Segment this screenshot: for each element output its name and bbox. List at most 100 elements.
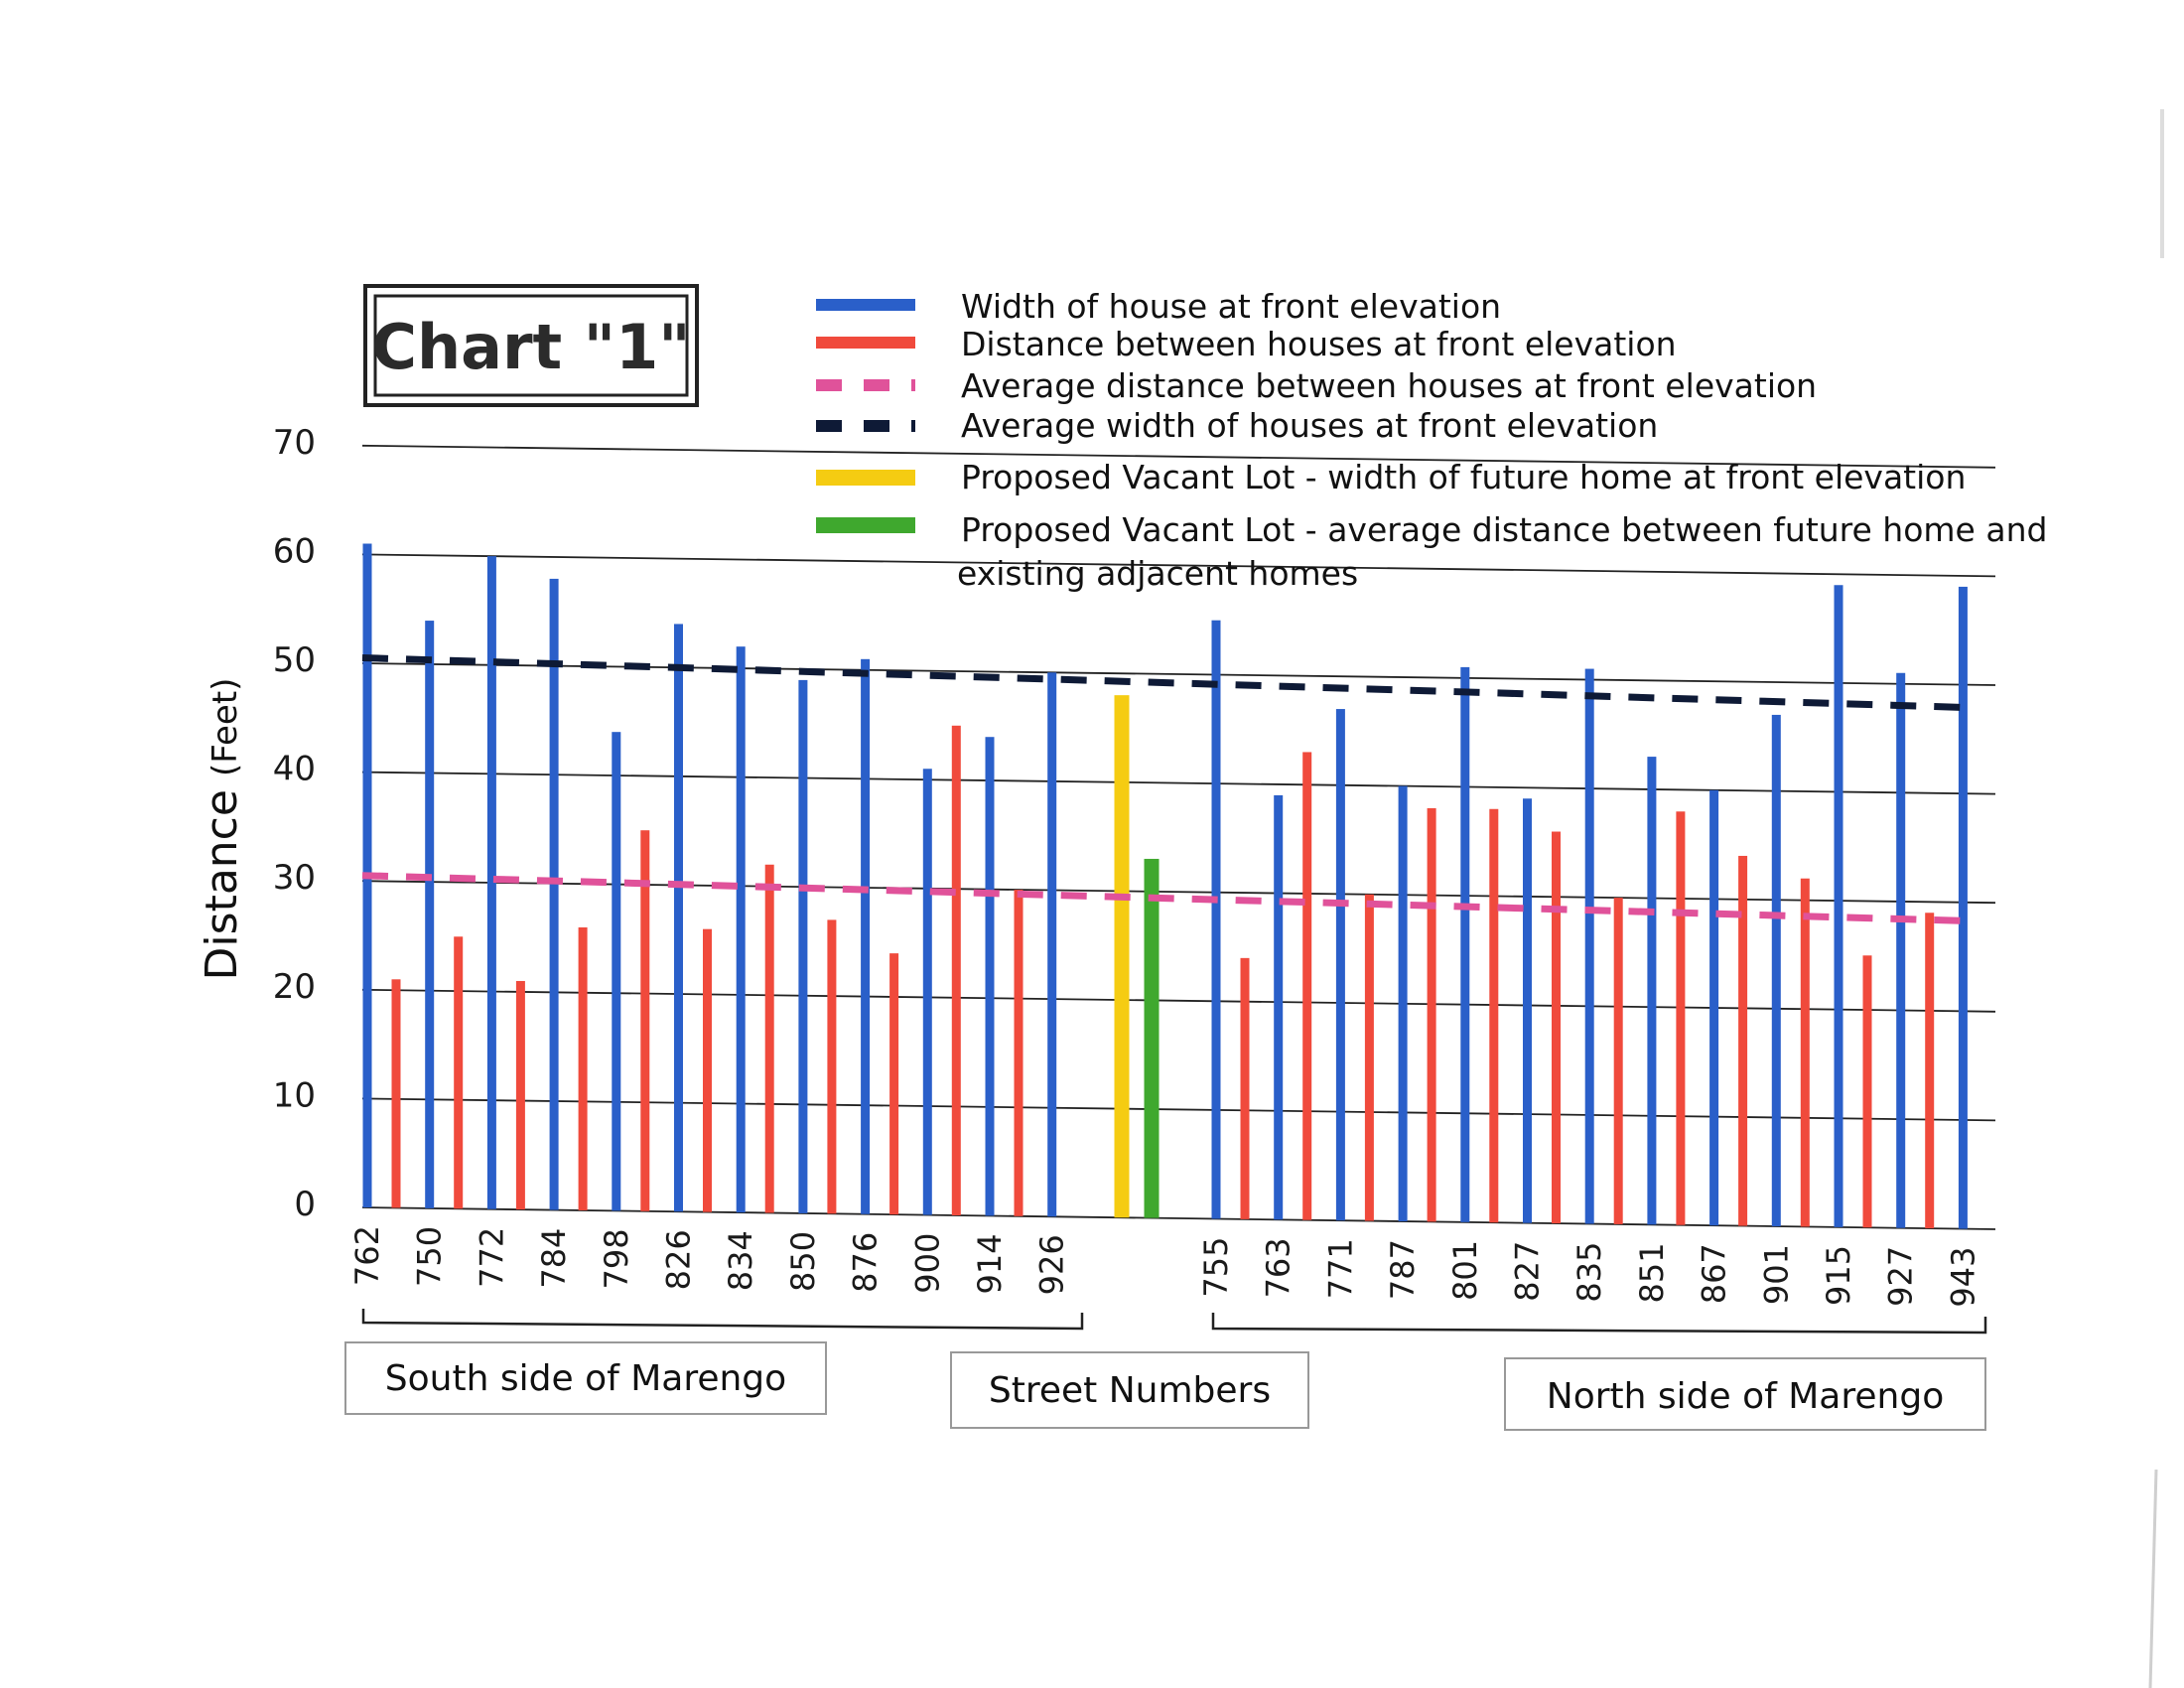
width-bar xyxy=(1460,666,1470,1222)
legend-label-continued: existing adjacent homes xyxy=(957,554,1358,593)
legend: Width of house at front elevationDistanc… xyxy=(816,287,2047,593)
distance-bar xyxy=(827,919,837,1214)
gridline xyxy=(361,662,1996,686)
distance-bar xyxy=(1925,913,1935,1229)
south-side-box: South side of Marengo xyxy=(344,1341,827,1415)
y-axis-ticks: 0 10 20 30 40 50 60 70 xyxy=(273,423,316,1224)
y-axis-label-group: Distance (Feet) xyxy=(197,678,247,981)
x-tick-label: 927 xyxy=(1882,1246,1920,1307)
avg-distance-line xyxy=(361,872,1972,924)
x-axis-ticks: 762 750 772 784 798 826 834 850 876 900 914 926 755 7… xyxy=(348,1225,1981,1308)
distance-bar xyxy=(1613,898,1623,1224)
width-bar xyxy=(861,658,871,1214)
x-tick-label: 826 xyxy=(660,1229,698,1290)
gridline xyxy=(361,553,1996,578)
distance-bar xyxy=(1364,894,1374,1221)
width-bar xyxy=(1896,672,1906,1228)
width-bar xyxy=(612,732,621,1211)
y-tick-label: 0 xyxy=(294,1185,316,1224)
x-tick-label: 851 xyxy=(1633,1242,1671,1303)
average-lines xyxy=(361,654,1972,924)
gridlines xyxy=(361,444,1996,1230)
legend-label: Proposed Vacant Lot - width of future ho… xyxy=(961,458,1966,496)
width-bar xyxy=(1398,785,1408,1222)
proposed-distance-bar xyxy=(1144,858,1160,1218)
gridline xyxy=(361,1097,1996,1122)
bars xyxy=(362,543,1968,1229)
distance-bar xyxy=(1302,752,1312,1220)
y-tick-label: 70 xyxy=(273,423,316,463)
north-side-label: North side of Marengo xyxy=(1547,1376,1944,1417)
distance-bar xyxy=(1800,878,1810,1227)
distance-bar xyxy=(1738,855,1748,1226)
width-bar xyxy=(549,578,559,1210)
distance-bar xyxy=(391,979,401,1208)
distance-bar xyxy=(889,953,899,1215)
gridline xyxy=(361,988,1996,1013)
distance-bar xyxy=(1862,955,1872,1228)
width-bar xyxy=(1211,620,1221,1219)
width-bar xyxy=(1274,794,1284,1220)
x-tick-label: 763 xyxy=(1260,1237,1297,1298)
width-bar xyxy=(1771,714,1781,1227)
x-tick-label: 801 xyxy=(1446,1240,1484,1301)
width-bar xyxy=(486,556,496,1209)
y-tick-label: 10 xyxy=(273,1075,316,1115)
gridline xyxy=(361,880,1996,905)
y-tick-label: 20 xyxy=(273,967,316,1007)
scan-edge-line-lower xyxy=(2148,1469,2158,1688)
proposed-width-bar xyxy=(1114,695,1130,1218)
x-tick-label: 835 xyxy=(1570,1242,1608,1303)
distance-bar xyxy=(1552,831,1561,1224)
width-bar xyxy=(736,646,746,1213)
y-axis-unit: (Feet) xyxy=(205,678,245,776)
chart-title: Chart "1" xyxy=(371,311,690,383)
width-bar xyxy=(1834,585,1843,1227)
avg-width-line xyxy=(361,654,1972,712)
x-tick-label: 901 xyxy=(1757,1244,1795,1305)
distance-bar xyxy=(703,928,712,1212)
north-side-box: North side of Marengo xyxy=(1504,1357,1986,1431)
width-bar xyxy=(1647,757,1657,1225)
gridline xyxy=(361,444,1996,469)
width-bar xyxy=(798,679,808,1213)
gridline xyxy=(361,1206,1996,1230)
north-bracket xyxy=(1211,1313,1987,1335)
x-tick-label: 915 xyxy=(1820,1245,1857,1306)
x-tick-label: 876 xyxy=(847,1232,885,1293)
width-bar xyxy=(1335,709,1345,1221)
svg-text:Distance (Feet): Distance (Feet) xyxy=(197,678,247,981)
distance-bar xyxy=(578,927,588,1210)
width-bar xyxy=(1584,668,1594,1224)
x-tick-label: 787 xyxy=(1384,1239,1422,1300)
distance-bar xyxy=(1676,811,1686,1225)
x-tick-label: 850 xyxy=(784,1231,822,1292)
street-numbers-box: Street Numbers xyxy=(950,1351,1309,1429)
width-bar xyxy=(1958,586,1968,1229)
distance-bar xyxy=(515,980,525,1210)
x-tick-label: 827 xyxy=(1509,1241,1547,1302)
y-tick-label: 60 xyxy=(273,531,316,571)
width-bar xyxy=(425,621,435,1208)
legend-label: Distance between houses at front elevati… xyxy=(961,325,1677,363)
south-side-label: South side of Marengo xyxy=(385,1358,786,1399)
x-tick-label: 755 xyxy=(1197,1237,1235,1298)
x-tick-label: 798 xyxy=(598,1228,635,1289)
distance-bar xyxy=(1240,957,1250,1219)
x-tick-label: 771 xyxy=(1321,1238,1359,1299)
width-bar xyxy=(1709,789,1719,1226)
x-tick-label: 943 xyxy=(1944,1247,1981,1308)
legend-label: Width of house at front elevation xyxy=(961,287,1501,326)
distance-bar xyxy=(1489,808,1499,1223)
y-tick-label: 40 xyxy=(273,750,316,789)
width-bar xyxy=(985,737,995,1216)
x-tick-label: 914 xyxy=(971,1233,1009,1294)
x-tick-label: 750 xyxy=(411,1226,449,1287)
x-tick-label: 784 xyxy=(535,1228,573,1289)
distance-bar xyxy=(640,830,650,1211)
legend-label: Proposed Vacant Lot - average distance b… xyxy=(961,510,2047,549)
distance-bar xyxy=(1014,890,1024,1216)
x-tick-label: 834 xyxy=(722,1230,759,1291)
x-axis-label: Street Numbers xyxy=(989,1370,1271,1411)
